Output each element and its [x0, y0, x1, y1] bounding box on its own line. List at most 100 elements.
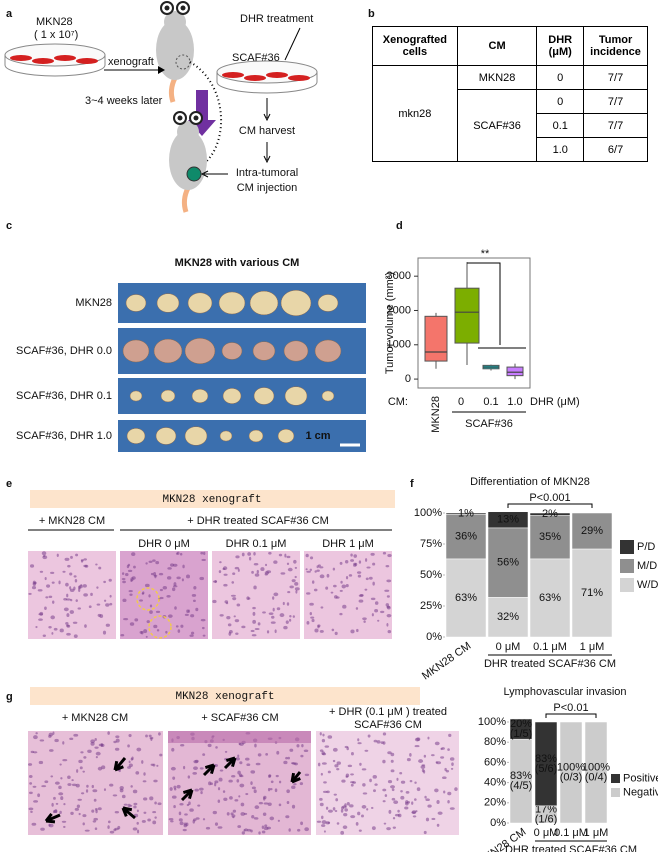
nucleus [130, 785, 133, 788]
nucleus [67, 775, 71, 780]
nucleus [170, 820, 174, 823]
nucleus [46, 584, 51, 588]
nucleus [350, 629, 355, 634]
table-row: 1.0 6/7 [373, 137, 648, 162]
nucleus [172, 585, 178, 588]
cell: 7/7 [583, 113, 648, 138]
tumor-photo [160, 389, 176, 403]
nucleus [366, 808, 369, 811]
nucleus [103, 580, 106, 584]
value-label: 1% [458, 508, 474, 520]
nucleus [189, 634, 194, 637]
nucleus [107, 731, 110, 735]
nucleus [251, 814, 255, 819]
nucleus [28, 592, 32, 595]
nucleus [400, 795, 405, 800]
tumor-photo [222, 388, 242, 404]
nucleus [440, 756, 445, 759]
tumor-photo [280, 290, 312, 316]
nucleus [367, 734, 371, 738]
nucleus [247, 552, 252, 556]
nucleus [350, 773, 354, 776]
nucleus [382, 800, 386, 803]
nucleus [392, 816, 396, 820]
legend-swatch [620, 559, 634, 573]
legend-swatch [611, 788, 620, 797]
tumor-photo [277, 428, 295, 444]
nucleus [370, 597, 376, 601]
value-label: 32% [497, 611, 519, 623]
nucleus [383, 822, 387, 825]
nucleus [362, 617, 367, 620]
nucleus [218, 570, 222, 574]
nucleus [66, 613, 70, 617]
nucleus [65, 598, 71, 601]
nucleus [71, 783, 77, 787]
nucleus [435, 761, 438, 764]
nucleus [295, 589, 298, 594]
nucleus [252, 611, 256, 616]
nucleus [348, 574, 353, 577]
tumor-photo [284, 386, 308, 406]
nucleus [183, 822, 187, 826]
histology-image [304, 551, 392, 639]
nucleus [48, 732, 54, 737]
nucleus [94, 807, 98, 811]
nucleus [149, 736, 154, 740]
nucleus [121, 794, 126, 799]
nucleus [65, 582, 69, 587]
nucleus [252, 606, 256, 610]
cells [244, 75, 266, 81]
nucleus [80, 792, 85, 795]
arrow-head [263, 155, 271, 164]
nucleus [343, 812, 348, 817]
banner [30, 490, 395, 508]
nucleus [278, 780, 282, 784]
banner-text: MKN28 xenograft [175, 691, 274, 703]
y-tick-label: 80% [484, 736, 506, 748]
mouse-ear-in [180, 5, 186, 11]
nucleus [447, 748, 450, 751]
value-fraction: (1/6) [535, 813, 558, 825]
nucleus [93, 798, 97, 802]
nucleus [273, 592, 279, 597]
nucleus [95, 563, 98, 566]
nucleus [272, 607, 275, 612]
nucleus [66, 632, 71, 636]
nucleus [327, 821, 331, 824]
nucleus [69, 610, 74, 614]
nucleus [179, 803, 184, 806]
nucleus [353, 554, 358, 558]
nucleus [130, 757, 133, 761]
mouse-body [156, 20, 194, 80]
nucleus [414, 798, 417, 801]
nucleus [107, 825, 110, 829]
nucleus [289, 618, 292, 622]
nucleus [128, 760, 131, 764]
banner-text: MKN28 xenograft [162, 494, 261, 506]
tumor-photo [283, 340, 309, 362]
nucleus [374, 601, 379, 605]
pvalue: P<0.001 [529, 492, 570, 504]
nucleus [322, 790, 328, 793]
nucleus [420, 765, 426, 769]
nucleus [294, 575, 297, 579]
chart-title: Lymphovascular invasion [503, 686, 626, 698]
nucleus [167, 567, 172, 570]
nucleus [386, 595, 390, 598]
nucleus [309, 602, 314, 606]
nucleus [170, 766, 176, 771]
y-tick-label: 60% [484, 756, 506, 768]
nucleus [391, 788, 395, 792]
nucleus [347, 764, 353, 768]
schematic-text: MKN28 [36, 16, 73, 28]
nucleus [416, 787, 421, 792]
nucleus [431, 817, 436, 820]
nucleus [236, 779, 240, 783]
nucleus [226, 615, 231, 620]
nucleus [178, 811, 182, 816]
nucleus [366, 566, 371, 569]
nucleus [60, 777, 63, 780]
nucleus [135, 771, 140, 775]
nucleus [280, 572, 286, 575]
